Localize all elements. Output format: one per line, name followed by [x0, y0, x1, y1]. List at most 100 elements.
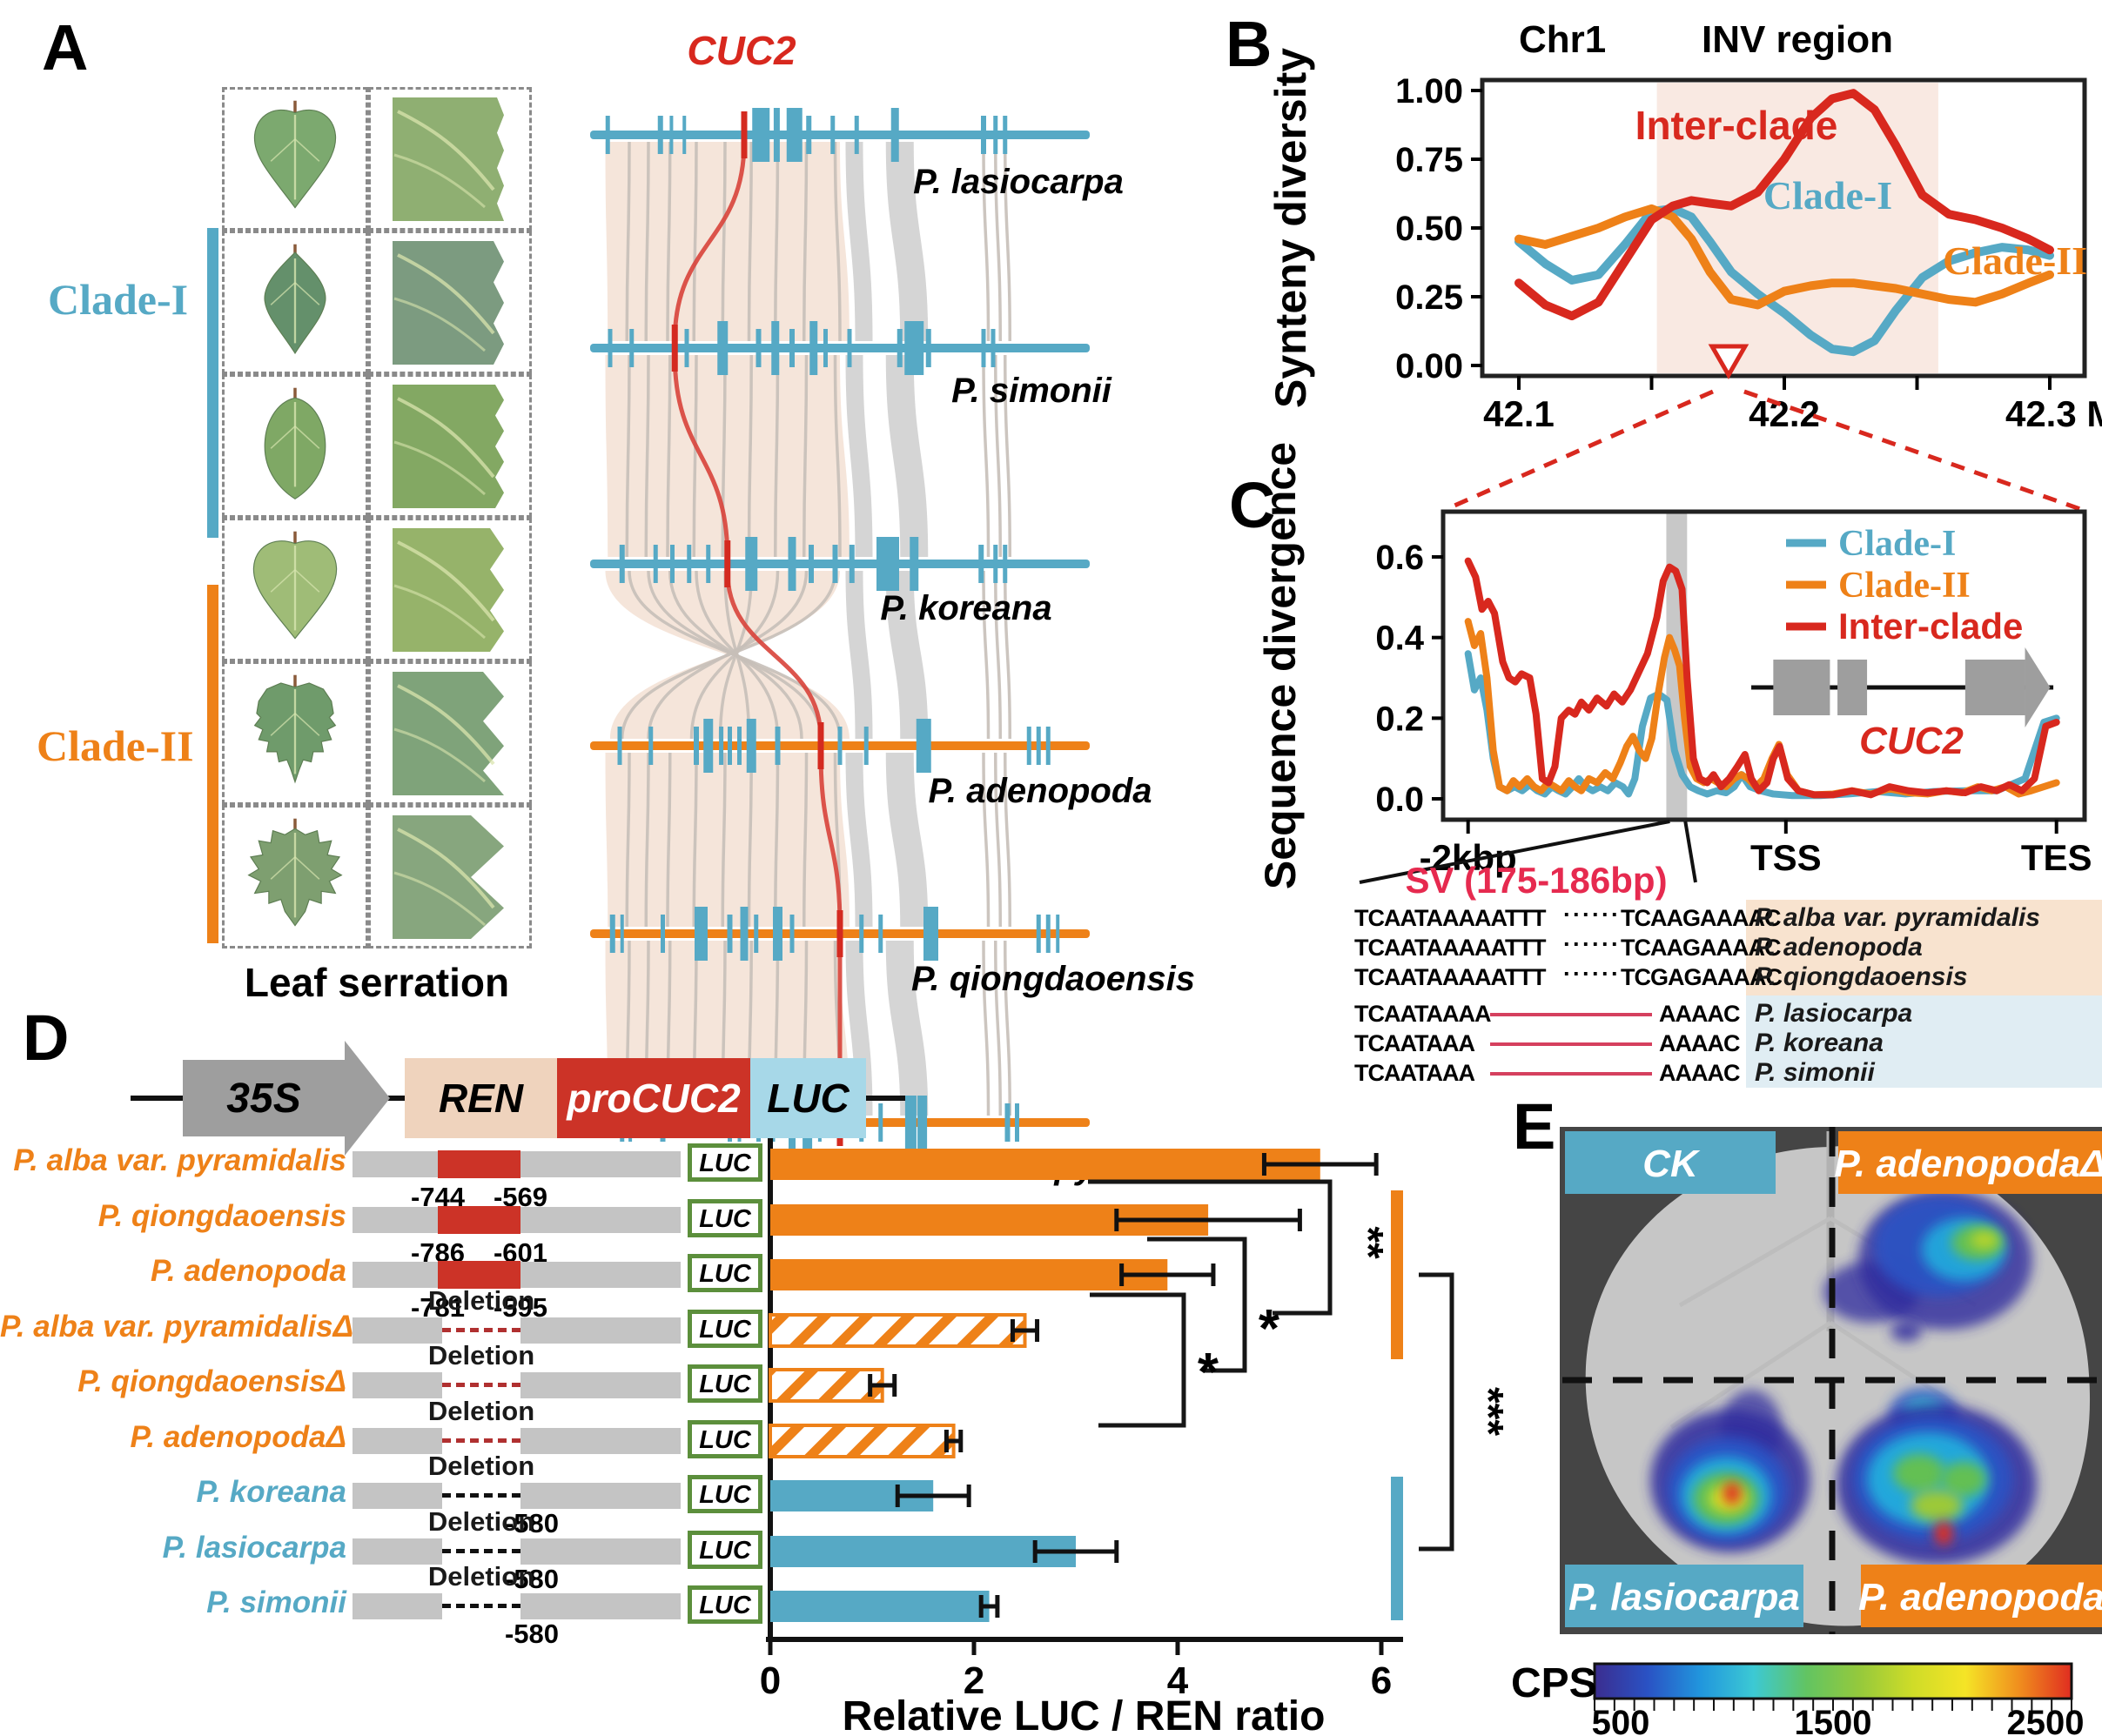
x-tick-label: 42.3 Mb — [2005, 393, 2102, 434]
gene-tick — [993, 545, 998, 583]
serration-vein — [393, 297, 486, 352]
x-tick-label: 6 — [1371, 1659, 1392, 1702]
serration-image — [393, 97, 504, 221]
panel-a-letter: A — [42, 11, 89, 84]
panel-b-ylabel: Synteny diversity — [1266, 48, 1315, 408]
promoter-bar-left — [353, 1538, 442, 1565]
legend-inter-clade: Inter-clade — [1838, 606, 2023, 647]
alignment-bg-clade2 — [1746, 900, 2102, 995]
serration-cell — [368, 518, 532, 661]
gene-tick — [728, 727, 732, 765]
synteny-ribbon — [721, 752, 727, 928]
gene-tick — [789, 329, 795, 367]
luc-reporter-label: LUC — [699, 1426, 751, 1454]
serration-image — [393, 240, 504, 365]
seq-gap-dots: ······ — [1563, 961, 1621, 987]
luminescence-blob — [1723, 1482, 1741, 1505]
synteny-ribbon — [692, 354, 698, 558]
gene-tick — [694, 727, 699, 765]
luc-reporter-label: LUC — [699, 1592, 751, 1619]
gene-tick — [854, 116, 859, 154]
gene-tick — [991, 329, 996, 367]
panel-b-title-inv: INV region — [1702, 18, 1893, 61]
gene-tick — [657, 116, 663, 154]
alignment-row: TCAATAAA AAAAC P. simonii — [0, 1058, 2102, 1089]
panel-d-letter: D — [23, 1002, 70, 1074]
bar-P. qiongdaoensisΔ — [769, 1368, 884, 1403]
serration-cell — [368, 661, 532, 805]
synteny-ribbon — [803, 141, 809, 342]
leaf-cell — [222, 661, 368, 805]
species-label: P. adenopoda — [928, 772, 1152, 810]
deletion-dashes — [442, 1493, 520, 1498]
gene-tick — [745, 537, 758, 591]
species-label: P. simonii — [951, 372, 1112, 410]
serration-vein — [397, 683, 495, 765]
gene-tick — [897, 329, 903, 367]
serration-vein — [393, 153, 486, 208]
gene-tick — [754, 915, 759, 953]
blue-group-line — [1391, 1477, 1403, 1620]
alignment-bg-clade1 — [1746, 995, 2102, 1088]
promoter-row-label: P. qiongdaoensis — [97, 1199, 346, 1233]
serration-vein — [393, 584, 486, 639]
synteny-ribbon — [747, 752, 753, 928]
leaf-vein — [294, 281, 320, 305]
promoter-row-label: P. alba var. pyramidalisΔ — [0, 1310, 354, 1344]
synteny-ribbon — [774, 354, 780, 558]
seq-gap-dots: ······ — [1563, 902, 1621, 928]
gene-tick — [904, 321, 924, 375]
serration-cell — [368, 374, 532, 518]
luc-reporter-label: LUC — [699, 1316, 751, 1344]
promoter-bar-left — [353, 1372, 442, 1398]
cuc2-ribbon — [818, 752, 843, 928]
leaf-vein — [294, 855, 320, 880]
gene-arrow-head — [2025, 647, 2051, 727]
gene-tick — [605, 116, 610, 154]
luc-reporter-box: LUC — [688, 1420, 762, 1458]
gene-track-line — [590, 344, 1090, 352]
synteny-ribbon — [982, 940, 991, 1116]
luminescence-blob — [1971, 1231, 1998, 1249]
quadrant-label: CK — [1642, 1143, 1701, 1185]
serration-vein — [397, 109, 495, 191]
leaf-vein — [294, 137, 320, 162]
gene-tick — [910, 537, 919, 591]
gene-track-line — [590, 560, 1090, 568]
gene-tick — [670, 545, 675, 583]
synteny-ribbon — [1004, 940, 1011, 1116]
synteny-ribbon-wide — [845, 354, 873, 558]
alignment-row: TCAATAAAAATTT ······ TCAAGAAAAC P. alba var… — [0, 902, 2102, 935]
promoter-bar-right — [520, 1538, 681, 1565]
luc-reporter-box: LUC — [688, 1199, 762, 1237]
cuc2-ribbon — [725, 570, 823, 740]
synteny-diversity-chart: 0.00 0.25 0.50 0.75 1.00 42.1 42.2 42.3 Mb — [1395, 72, 2102, 512]
p35s-arrow-head — [345, 1041, 390, 1156]
leaf-grid — [222, 87, 532, 950]
zoom-connector-right — [1743, 389, 2081, 512]
gene-tick — [773, 108, 780, 162]
bar-P. alba var. pyramidalis — [770, 1149, 1320, 1180]
gene-tick — [878, 1103, 883, 1142]
x-tick-label: 4 — [1167, 1659, 1189, 1702]
serration-blade — [393, 671, 504, 795]
gene-tick — [706, 545, 711, 583]
y-tick-label: 0.0 — [1375, 781, 1424, 819]
panel-e-letter: E — [1513, 1090, 1556, 1163]
leaf-cell — [222, 231, 368, 374]
synteny-ribbon — [625, 354, 631, 558]
gene-tick — [789, 915, 795, 953]
promoter-row-label: P. qiongdaoensisΔ — [77, 1364, 346, 1398]
quadrant-label-box — [1565, 1565, 1803, 1627]
gene-tick — [1003, 545, 1008, 583]
seq-species: P. alba var. pyramidalis — [1755, 903, 2040, 932]
cps-tick-label: 500 — [1592, 1704, 1650, 1736]
promoter-row-label: P. adenopodaΔ — [130, 1420, 346, 1454]
luc-reporter-box: LUC — [688, 1475, 762, 1513]
seq-species: P. qiongdaoensis — [1755, 962, 1968, 991]
gene-tick — [608, 329, 613, 367]
luc-reporter-label: LUC — [699, 1537, 751, 1565]
gene-tick — [863, 727, 869, 765]
deletion-label: Deletion — [427, 1561, 535, 1592]
